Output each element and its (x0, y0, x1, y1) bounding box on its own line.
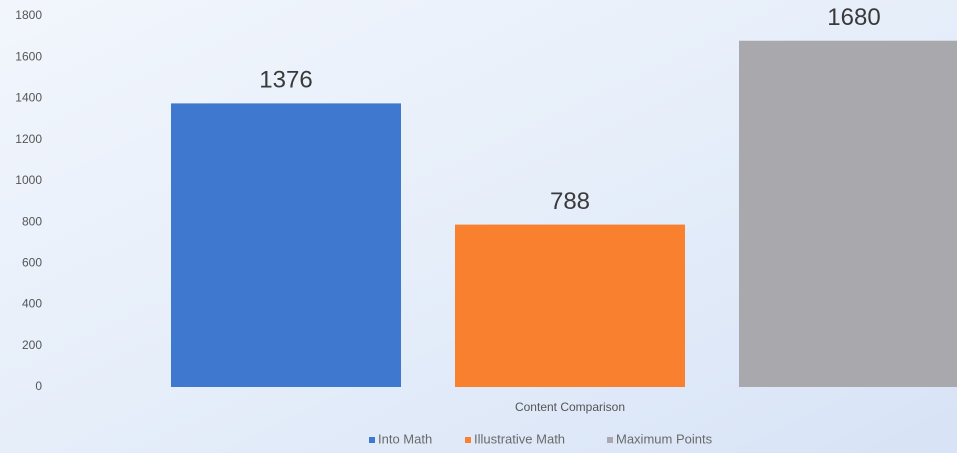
y-tick-label: 1200 (15, 132, 42, 146)
data-label: 788 (550, 188, 590, 215)
y-tick-label: 400 (22, 297, 42, 311)
legend-label: Maximum Points (616, 431, 713, 446)
y-tick-label: 1600 (15, 49, 42, 63)
y-tick-label: 200 (22, 338, 42, 352)
bar (455, 224, 685, 387)
data-label: 1680 (827, 4, 880, 31)
y-tick-label: 800 (22, 214, 42, 228)
y-tick-label: 1000 (15, 173, 42, 187)
bar (739, 40, 957, 387)
y-tick-label: 0 (35, 379, 42, 393)
legend-marker (607, 437, 613, 443)
y-tick-label: 1400 (15, 91, 42, 105)
legend-marker (369, 437, 375, 443)
y-tick-label: 600 (22, 256, 42, 270)
legend-marker (465, 437, 471, 443)
y-tick-label: 1800 (15, 8, 42, 22)
legend-label: Into Math (378, 431, 432, 446)
data-label: 1376 (259, 67, 312, 94)
legend-label: Illustrative Math (474, 431, 565, 446)
bar (171, 103, 401, 387)
x-tick-label: Content Comparison (515, 400, 625, 414)
